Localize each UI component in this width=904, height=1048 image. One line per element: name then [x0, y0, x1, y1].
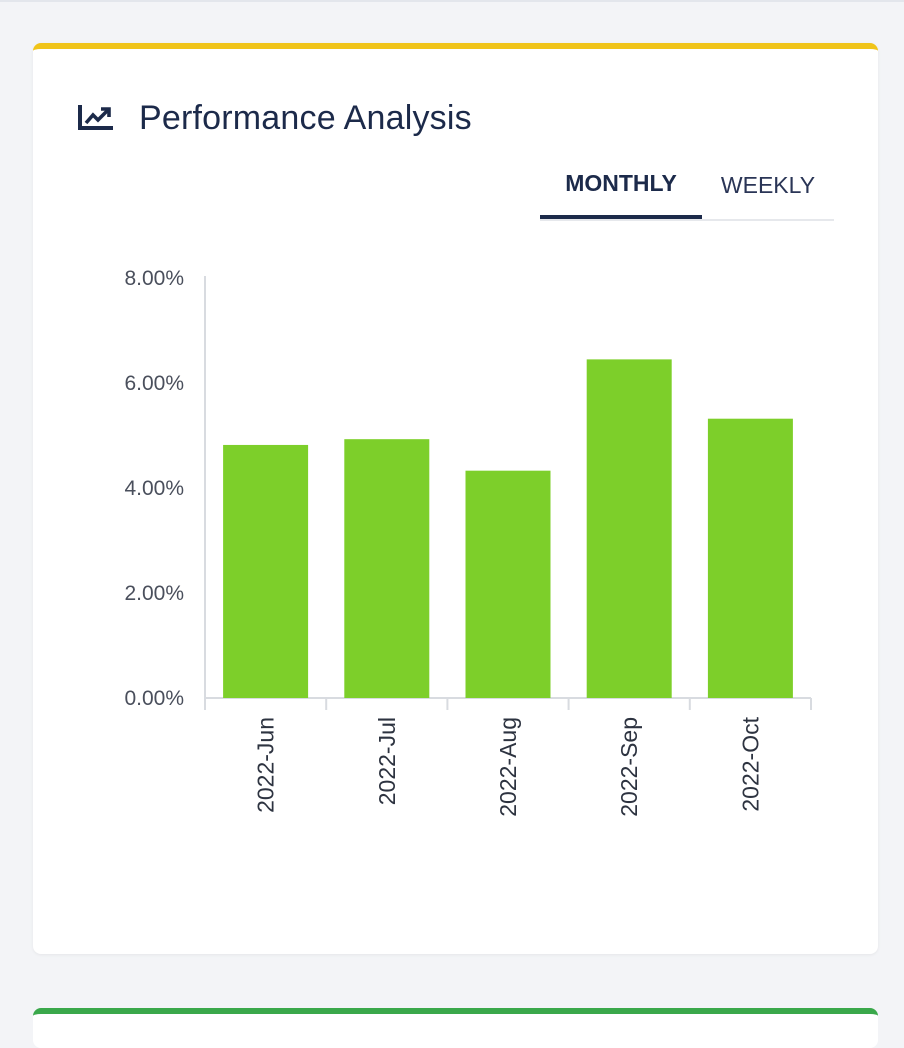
bar-2022-jul [344, 439, 430, 698]
y-tick-label: 4.00% [124, 477, 184, 500]
x-tick-label: 2022-Oct [737, 716, 763, 811]
bar-2022-sep [586, 359, 672, 698]
bar-2022-jun [223, 444, 309, 698]
x-tick-label: 2022-Sep [616, 717, 642, 817]
tab-weekly[interactable]: WEEKLY [720, 171, 816, 198]
performance-analysis-card: Performance Analysis MONTHLY WEEKLY 0.00… [33, 43, 878, 954]
trending-up-chart-icon [77, 105, 113, 131]
card-title: Performance Analysis [139, 98, 472, 137]
bar-2022-oct [707, 418, 793, 698]
tab-monthly[interactable]: MONTHLY [540, 151, 702, 219]
x-tick-label: 2022-Jun [253, 717, 279, 813]
y-tick-label: 2.00% [124, 582, 184, 605]
performance-bar-chart: 0.00% 2.00% 4.00% 6.00% 8.00% 2022-Jun 2022-Ju… [124, 267, 812, 817]
bar-2022-aug [465, 470, 551, 698]
y-tick-label: 8.00% [124, 267, 184, 290]
x-tick-label: 2022-Jul [374, 717, 400, 805]
next-card [33, 1008, 878, 1048]
page-top-edge [0, 0, 904, 2]
y-tick-label: 0.00% [124, 687, 184, 710]
x-tick-label: 2022-Aug [495, 717, 521, 817]
period-tabs: MONTHLY WEEKLY [540, 151, 834, 221]
card-header: Performance Analysis [77, 93, 472, 143]
y-tick-label: 6.00% [124, 372, 184, 395]
